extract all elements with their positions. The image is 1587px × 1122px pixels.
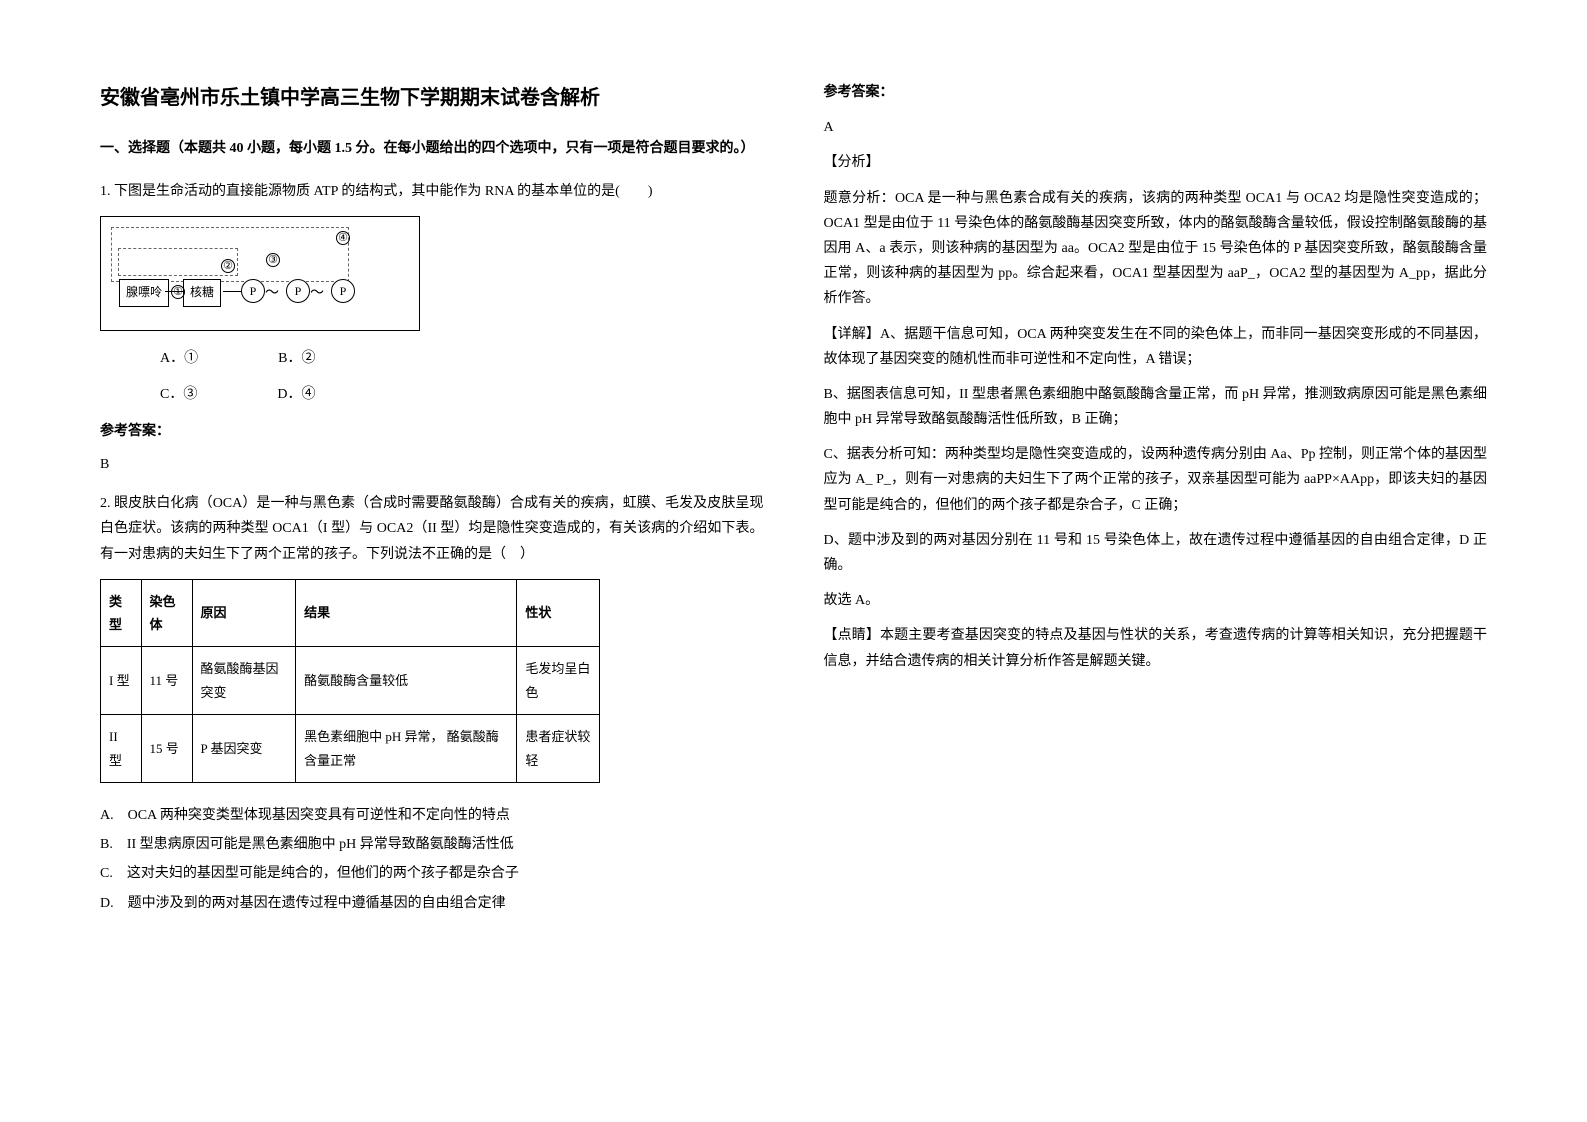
table-row: II 型 15 号 P 基因突变 黑色素细胞中 pH 异常， 酪氨酸酶含量正常 … xyxy=(101,715,600,783)
r2-trait: 患者症状较轻 xyxy=(517,715,600,783)
q2-option-c: C. 这对夫妇的基因型可能是纯合的，但他们的两个孩子都是杂合子 xyxy=(100,861,764,886)
detail-a: 【详解】A、据题干信息可知，OCA 两种突变发生在不同的染色体上，而非同一基因突… xyxy=(824,322,1488,372)
high-energy-bond-2: ～ xyxy=(310,281,322,306)
phosphate-3: P xyxy=(331,279,355,303)
document-title: 安徽省亳州市乐土镇中学高三生物下学期期末试卷含解析 xyxy=(100,80,764,116)
q2-option-d: D. 题中涉及到的两对基因在遗传过程中遵循基因的自由组合定律 xyxy=(100,891,764,916)
analysis-label: 【分析】 xyxy=(824,150,1488,175)
right-column: 参考答案： A 【分析】 题意分析：OCA 是一种与黑色素合成有关的疾病，该病的… xyxy=(824,80,1488,1062)
th-result: 结果 xyxy=(296,579,517,647)
label-1: ① xyxy=(171,285,185,299)
r2-result: 黑色素细胞中 pH 异常， 酪氨酸酶含量正常 xyxy=(296,715,517,783)
r1-cause: 酪氨酸酶基因突变 xyxy=(192,647,296,715)
label-3: ③ xyxy=(266,253,280,267)
q1-option-d: D．④ xyxy=(277,382,315,407)
th-cause: 原因 xyxy=(192,579,296,647)
bond-2 xyxy=(223,291,241,292)
section-header: 一、选择题（本题共 40 小题，每小题 1.5 分。在每小题给出的四个选项中，只… xyxy=(100,136,764,161)
r2-type: II 型 xyxy=(101,715,142,783)
r1-trait: 毛发均呈白色 xyxy=(517,647,600,715)
q1-option-a: A．① xyxy=(160,346,198,371)
q2-option-a: A. OCA 两种突变类型体现基因突变具有可逆性和不定向性的特点 xyxy=(100,803,764,828)
q1-option-b: B．② xyxy=(278,346,315,371)
phosphate-1: P xyxy=(241,279,265,303)
ribose-label: 核糖 xyxy=(183,279,221,307)
detail-d: D、题中涉及到的两对基因分别在 11 号和 15 号染色体上，故在遗传过程中遵循… xyxy=(824,528,1488,578)
q2-options: A. OCA 两种突变类型体现基因突变具有可逆性和不定向性的特点 B. II 型… xyxy=(100,803,764,916)
q1-answer: B xyxy=(100,452,764,477)
dashed-inner-box xyxy=(118,248,238,276)
table-row: I 型 11 号 酪氨酸酶基因突变 酪氨酸酶含量较低 毛发均呈白色 xyxy=(101,647,600,715)
q1-answer-label: 参考答案： xyxy=(100,419,764,444)
dashed-outer-box xyxy=(111,227,349,282)
label-4: ④ xyxy=(336,231,350,245)
q1-options-row2: C．③ D．④ xyxy=(160,382,764,407)
th-trait: 性状 xyxy=(517,579,600,647)
analysis-text: 题意分析：OCA 是一种与黑色素合成有关的疾病，该病的两种类型 OCA1 与 O… xyxy=(824,186,1488,312)
atp-diagram: 腺嘌呤 核糖 P ～ P ～ P ① ② ③ ④ xyxy=(100,216,420,331)
answer-value: A xyxy=(824,115,1488,140)
th-type: 类型 xyxy=(101,579,142,647)
q1-option-c: C．③ xyxy=(160,382,197,407)
r2-chr: 15 号 xyxy=(141,715,192,783)
r1-result: 酪氨酸酶含量较低 xyxy=(296,647,517,715)
tips: 【点睛】本题主要考查基因突变的特点及基因与性状的关系，考查遗传病的计算等相关知识… xyxy=(824,623,1488,673)
conclusion: 故选 A。 xyxy=(824,588,1488,613)
q1-stem: 1. 下图是生命活动的直接能源物质 ATP 的结构式，其中能作为 RNA 的基本… xyxy=(100,179,764,204)
th-chromosome: 染色体 xyxy=(141,579,192,647)
label-2: ② xyxy=(221,259,235,273)
q2-stem: 2. 眼皮肤白化病（OCA）是一种与黑色素（合成时需要酪氨酸酶）合成有关的疾病，… xyxy=(100,491,764,567)
high-energy-bond-1: ～ xyxy=(265,281,277,306)
adenine-label: 腺嘌呤 xyxy=(119,279,169,307)
phosphate-2: P xyxy=(286,279,310,303)
q2-option-b: B. II 型患病原因可能是黑色素细胞中 pH 异常导致酪氨酸酶活性低 xyxy=(100,832,764,857)
detail-c: C、据表分析可知：两种类型均是隐性突变造成的，设两种遗传病分别由 Aa、Pp 控… xyxy=(824,442,1488,518)
q1-options-row1: A．① B．② xyxy=(160,346,764,371)
oca-table: 类型 染色体 原因 结果 性状 I 型 11 号 酪氨酸酶基因突变 酪氨酸酶含量… xyxy=(100,579,600,783)
r2-cause: P 基因突变 xyxy=(192,715,296,783)
table-header-row: 类型 染色体 原因 结果 性状 xyxy=(101,579,600,647)
left-column: 安徽省亳州市乐土镇中学高三生物下学期期末试卷含解析 一、选择题（本题共 40 小… xyxy=(100,80,764,1062)
r1-chr: 11 号 xyxy=(141,647,192,715)
detail-b: B、据图表信息可知，II 型患者黑色素细胞中酪氨酸酶含量正常，而 pH 异常，推… xyxy=(824,382,1488,432)
answer-label: 参考答案： xyxy=(824,80,1488,105)
r1-type: I 型 xyxy=(101,647,142,715)
